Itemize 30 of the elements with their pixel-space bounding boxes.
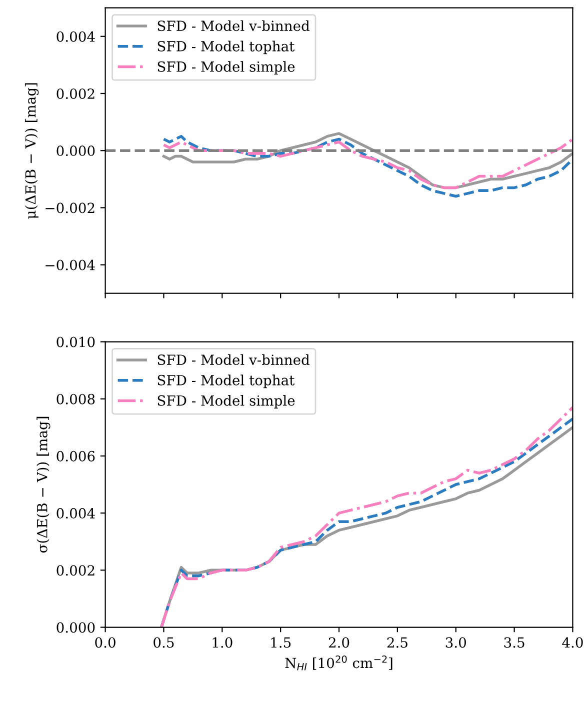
y-tick-label: −0.002 xyxy=(46,202,94,214)
legend-label: SFD - Model v-binned xyxy=(158,20,310,32)
y-axis-title: σ(ΔE(B − V)) [mag] xyxy=(36,416,50,553)
y-tick-label: 0.000 xyxy=(56,622,95,633)
line-series xyxy=(162,134,573,198)
x-tick-label: 0.0 xyxy=(95,637,116,648)
y-tick-label: 0.004 xyxy=(56,508,95,519)
legend-label: SFD - Model simple xyxy=(158,395,295,408)
x-tick-label: 3.5 xyxy=(504,637,524,648)
y-tick-label: 0.010 xyxy=(56,336,95,348)
legend-label: SFD - Model v-binned xyxy=(158,354,310,366)
x-tick-label: 4.0 xyxy=(562,637,583,648)
x-tick-label: 2.5 xyxy=(387,637,408,648)
legend-label: SFD - Model tophat xyxy=(158,374,295,388)
y-tick-label: 0.006 xyxy=(56,450,95,462)
x-axis-title: N$_{HI}$ [10$^{20}$ cm$^{−2}$] xyxy=(285,655,392,670)
x-tick-label: 2.0 xyxy=(328,637,350,648)
y-tick-label: 0.004 xyxy=(56,31,95,42)
x-tick-label: 1.0 xyxy=(212,637,232,648)
y-axis-title: μ(ΔE(B − V)) [mag] xyxy=(24,83,39,219)
x-tick-label: 3.0 xyxy=(446,637,466,648)
legend-label: SFD - Model tophat xyxy=(158,40,295,54)
x-tick-label: 1.5 xyxy=(271,637,291,648)
y-tick-label: 0.002 xyxy=(56,565,94,576)
y-tick-label: −0.004 xyxy=(46,260,95,270)
y-tick-label: 0.008 xyxy=(56,394,95,404)
y-tick-label: 0.002 xyxy=(56,88,94,99)
x-tick-label: 0.5 xyxy=(154,637,174,648)
y-tick-label: 0.000 xyxy=(56,146,95,156)
legend-label: SFD - Model simple xyxy=(158,61,295,75)
